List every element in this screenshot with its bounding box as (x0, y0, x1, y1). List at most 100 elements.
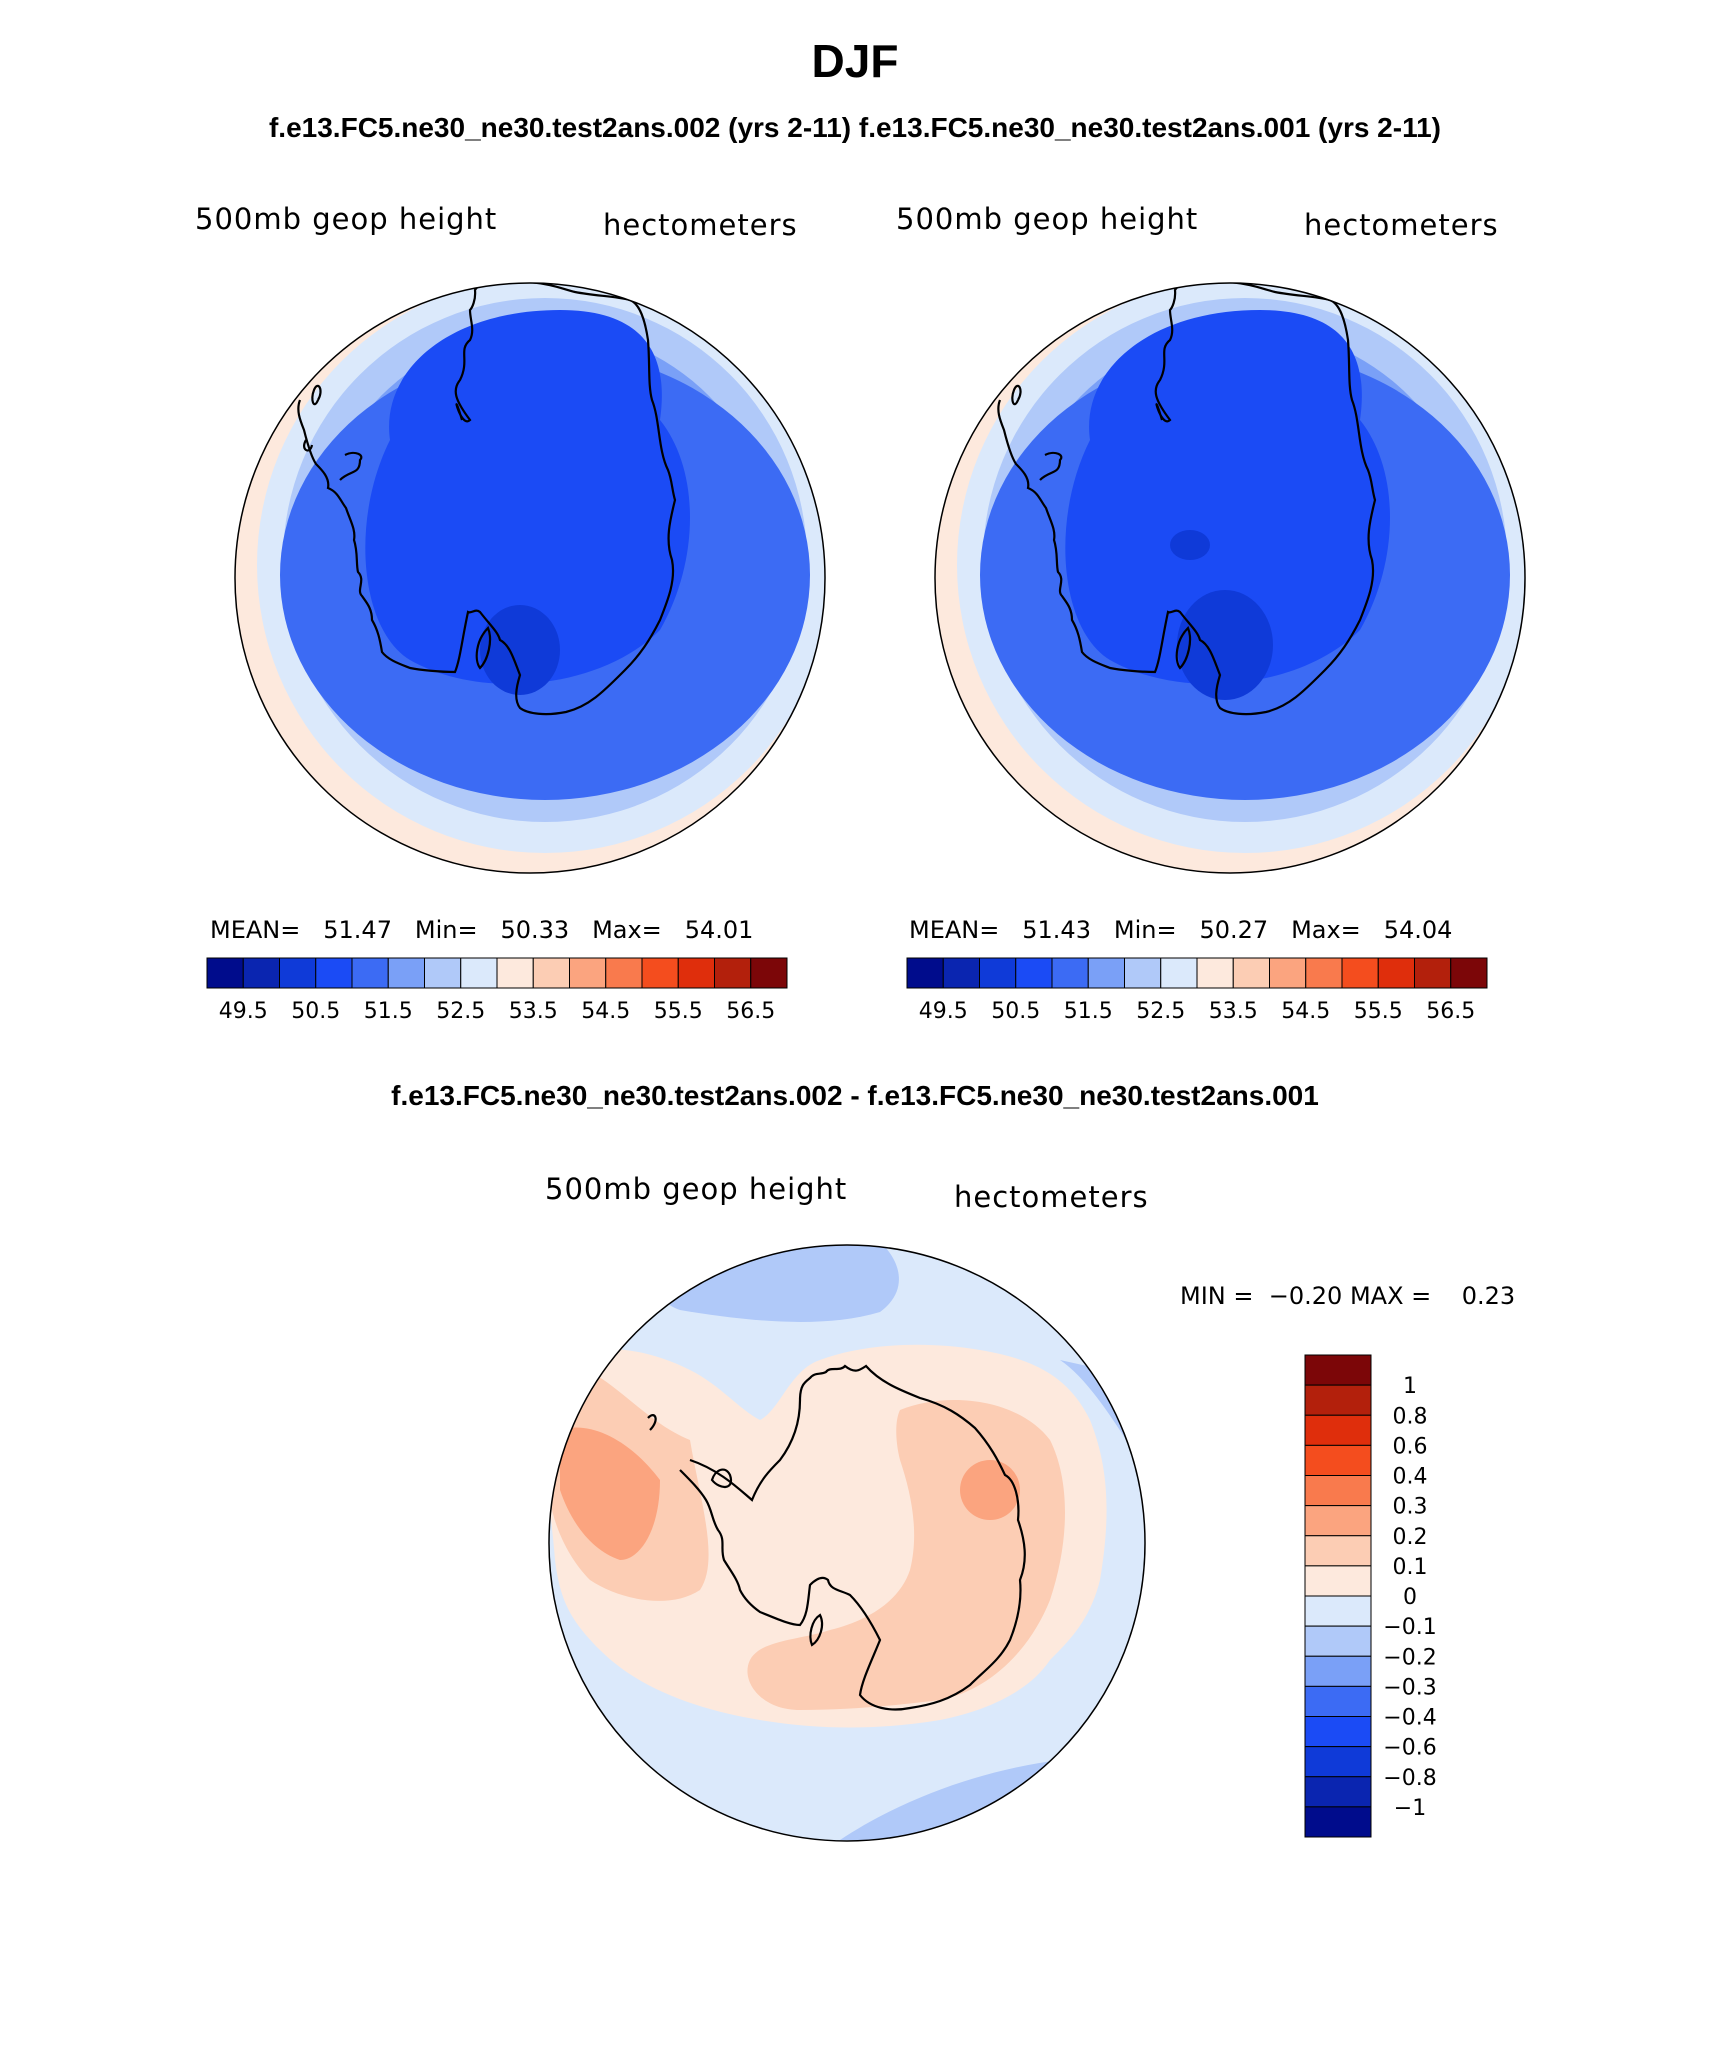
control-colorbar-swatch (1015, 957, 1053, 989)
control-colorbar-swatch (1305, 957, 1343, 989)
control-max-value: 54.04 (1383, 916, 1453, 944)
diff-max-label: MAX = (1349, 1282, 1432, 1310)
case-colorbar-swatch (460, 957, 498, 989)
case-colorbar-swatch (677, 957, 715, 989)
diff-colorbar-tick-label: 1 (1403, 1374, 1417, 1399)
diff-colorbar-swatch (1304, 1746, 1372, 1778)
diff-colorbar-tick-label: 0 (1403, 1585, 1417, 1610)
diff-min-label: MIN = (1180, 1282, 1254, 1310)
diff-colorbar-swatch (1304, 1505, 1372, 1537)
control-colorbar-tick-label: 51.5 (1064, 999, 1113, 1024)
control-colorbar-swatch (1450, 957, 1488, 989)
case-colorbar-swatch (387, 957, 425, 989)
control-colorbar-tick-label: 53.5 (1209, 999, 1258, 1024)
case-colorbar-swatch (424, 957, 462, 989)
case-colorbar: 49.5 50.5 51.5 52.5 53.5 54.5 55.5 56.5 (206, 957, 788, 1024)
case-colorbar-tick-label: 55.5 (654, 999, 703, 1024)
case-mean-label: MEAN= (210, 916, 301, 944)
diff-colorbar-tick-label: −0.3 (1383, 1675, 1436, 1700)
case-colorbar-tick-label: 49.5 (219, 999, 268, 1024)
diff-map-border (548, 1244, 1146, 1842)
control-min-value: 50.27 (1199, 916, 1269, 944)
case-colorbar-swatch (569, 957, 607, 989)
diff-colorbar-tick-label: 0.3 (1393, 1495, 1428, 1520)
diff-colorbar-swatch (1304, 1354, 1372, 1386)
diff-colorbar-tick-label: −1 (1394, 1796, 1426, 1821)
case-colorbar-swatch (279, 957, 317, 989)
control-mean-label: MEAN= (909, 916, 1000, 944)
diff-colorbar-swatch (1304, 1444, 1372, 1476)
diff-colorbar-swatch (1304, 1685, 1372, 1717)
diff-colorbar-swatch (1304, 1625, 1372, 1657)
control-colorbar-tick-label: 50.5 (991, 999, 1040, 1024)
control-units-label: hectometers (1304, 208, 1499, 242)
diff-units-label: hectometers (954, 1180, 1149, 1214)
control-colorbar-tick-label: 55.5 (1354, 999, 1403, 1024)
diff-variable-label: 500mb geop height (545, 1172, 848, 1206)
diff-stats: MIN = −0.20 MAX = 0.23 (1180, 1282, 1515, 1310)
case-min-label: Min= (414, 916, 478, 944)
case-colorbar-swatch (351, 957, 389, 989)
control-colorbar-swatch (1160, 957, 1198, 989)
control-variable-label: 500mb geop height (896, 202, 1199, 236)
control-max-label: Max= (1291, 916, 1361, 944)
case-colorbar-swatch (206, 957, 244, 989)
case-stats: MEAN= 51.47 Min= 50.33 Max= 54.01 (210, 916, 753, 944)
control-colorbar-swatch (942, 957, 980, 989)
control-map (935, 283, 1525, 873)
diff-colorbar-tick-label: −0.6 (1383, 1736, 1436, 1761)
case-colorbar-swatch (315, 957, 353, 989)
control-colorbar-swatch (1087, 957, 1125, 989)
control-colorbar-tick-label: 54.5 (1281, 999, 1330, 1024)
diff-min-value: −0.20 (1268, 1282, 1343, 1310)
diff-colorbar-tick-label: 0.8 (1393, 1404, 1428, 1429)
case-colorbar-tick-label: 51.5 (364, 999, 413, 1024)
case-colorbar-tick-label: 53.5 (509, 999, 558, 1024)
difference-title: f.e13.FC5.ne30_ne30.test2ans.002 - f.e13… (391, 1080, 1319, 1111)
case-colorbar-swatch (242, 957, 280, 989)
case-mean-value: 51.47 (323, 916, 392, 944)
control-mean-value: 51.43 (1022, 916, 1091, 944)
diff-colorbar-swatch (1304, 1595, 1372, 1627)
diff-max-value: 0.23 (1461, 1282, 1516, 1310)
control-map-border (934, 282, 1526, 874)
control-fill-50-small (1170, 530, 1210, 560)
control-min-label: Min= (1113, 916, 1177, 944)
case-colorbar-swatch (532, 957, 570, 989)
case-colorbar-tick-label: 52.5 (436, 999, 485, 1024)
control-colorbar-swatch (1269, 957, 1307, 989)
case-map-border (234, 282, 826, 874)
diff-fill-0-3-west (560, 1427, 660, 1560)
case-colorbar-swatch (605, 957, 643, 989)
control-colorbar-swatch (1124, 957, 1162, 989)
diff-colorbar-tick-label: 0.4 (1393, 1465, 1428, 1490)
case-max-label: Max= (592, 916, 662, 944)
case-fill-50 (480, 605, 560, 695)
diff-colorbar-swatch (1304, 1475, 1372, 1507)
case-colorbar-tick-label: 56.5 (726, 999, 775, 1024)
diff-colorbar-swatch (1304, 1535, 1372, 1567)
diff-colorbar-swatch (1304, 1806, 1372, 1838)
case-colorbar-swatch (750, 957, 788, 989)
case-units-label: hectometers (603, 208, 798, 242)
case-colorbar-swatch (496, 957, 534, 989)
control-colorbar-tick-label: 56.5 (1426, 999, 1475, 1024)
control-colorbar-swatch (1377, 957, 1415, 989)
diff-colorbar-tick-label: −0.2 (1383, 1645, 1436, 1670)
page-subtitle: f.e13.FC5.ne30_ne30.test2ans.002 (yrs 2-… (268, 112, 1442, 143)
difference-map (549, 1245, 1145, 1841)
page-title: DJF (811, 35, 899, 87)
case-min-value: 50.33 (500, 916, 570, 944)
diff-colorbar-swatch (1304, 1776, 1372, 1808)
diff-colorbar-tick-label: 0.2 (1393, 1525, 1428, 1550)
case-colorbar-swatch (714, 957, 752, 989)
control-colorbar-swatch (1341, 957, 1379, 989)
diff-colorbar-tick-label: −0.4 (1383, 1706, 1436, 1731)
diff-colorbar-swatch (1304, 1384, 1372, 1416)
diff-colorbar: 1 0.8 0.6 0.4 0.3 0.2 0.1 0 −0.1 −0.2 −0.3 −0.4 −0.6… (1304, 1354, 1437, 1838)
control-colorbar-swatch (1051, 957, 1089, 989)
case-variable-label: 500mb geop height (195, 202, 498, 236)
control-colorbar-tick-label: 49.5 (919, 999, 968, 1024)
control-fill-50 (1177, 590, 1273, 700)
